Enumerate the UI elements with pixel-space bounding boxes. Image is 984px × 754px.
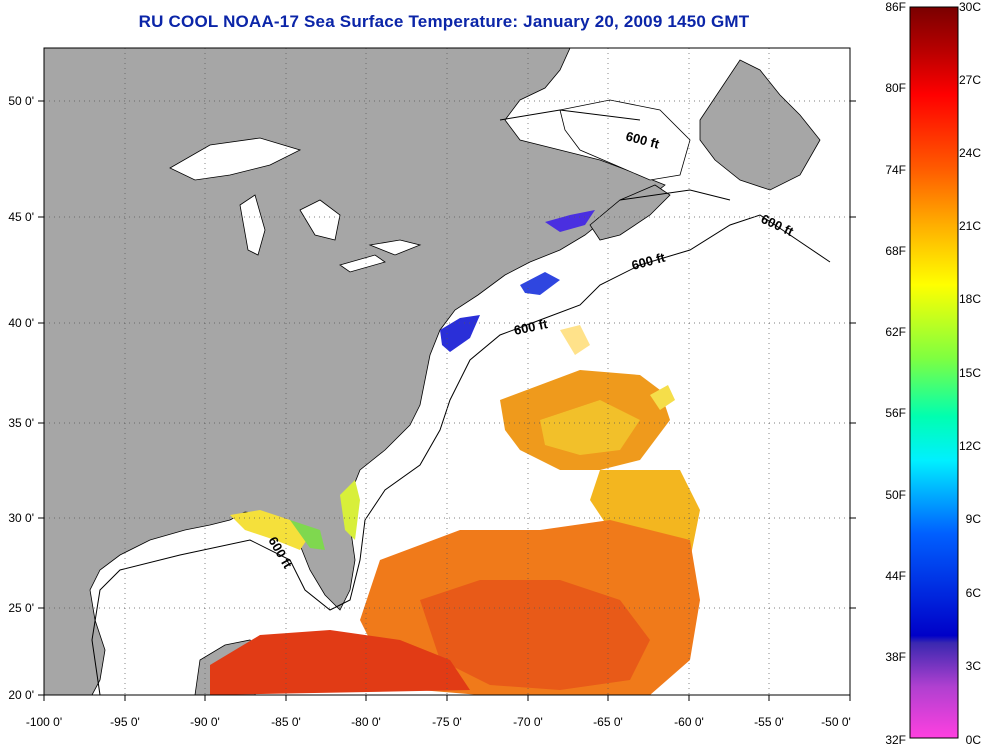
x-tick-label: -70 0' — [513, 715, 543, 729]
sst-data — [210, 210, 700, 695]
colorbar-f-label: 44F — [885, 569, 906, 583]
y-tick-label: 45 0' — [8, 210, 34, 224]
colorbar-c-label: 15C — [959, 366, 981, 380]
y-tick-label: 20 0' — [8, 688, 34, 702]
y-tick-label: 35 0' — [8, 416, 34, 430]
colorbar-c-label: 27C — [959, 73, 981, 87]
colorbar-c-label: 3C — [966, 659, 982, 673]
x-tick-label: -55 0' — [754, 715, 784, 729]
colorbar-c-label: 18C — [959, 292, 981, 306]
colorbar-c-label: 6C — [966, 586, 982, 600]
colorbar-f-label: 80F — [885, 81, 906, 95]
colorbar-c-label: 12C — [959, 439, 981, 453]
colorbar-gradient — [909, 6, 959, 739]
y-tick-label: 40 0' — [8, 316, 34, 330]
colorbar-f-label: 50F — [885, 488, 906, 502]
x-tick-label: -60 0' — [674, 715, 704, 729]
colorbar-f-label: 62F — [885, 325, 906, 339]
colorbar-f-label: 86F — [885, 0, 906, 14]
land-nova-scotia — [589, 184, 671, 241]
y-tick-label: 25 0' — [8, 601, 34, 615]
colorbar-f-label: 38F — [885, 650, 906, 664]
colorbar-c-label: 30C — [959, 0, 981, 14]
colorbar-c-label: 21C — [959, 219, 981, 233]
colorbar-c-label: 24C — [959, 146, 981, 160]
colorbar-c-label: 9C — [966, 512, 982, 526]
colorbar-f-label: 56F — [885, 406, 906, 420]
y-tick-label: 30 0' — [8, 511, 34, 525]
tick-marks — [38, 100, 856, 701]
x-tick-label: -80 0' — [351, 715, 381, 729]
x-tick-label: -75 0' — [432, 715, 462, 729]
x-tick-label: -65 0' — [593, 715, 623, 729]
x-tick-label: -90 0' — [190, 715, 220, 729]
temperature-colorbar: 86F 80F 74F 68F 62F 56F 50F 44F 38F 32F … — [885, 0, 982, 747]
colorbar-f-label: 68F — [885, 244, 906, 258]
isobath-600ft — [91, 109, 831, 696]
map-title: RU COOL NOAA-17 Sea Surface Temperature:… — [138, 12, 750, 31]
contour-label-600ft: 600 ft — [513, 316, 550, 338]
y-tick-label: 50 0' — [8, 94, 34, 108]
great-lakes — [169, 137, 422, 273]
colorbar-c-label: 0C — [966, 733, 982, 747]
x-tick-label: -95 0' — [110, 715, 140, 729]
gulf-st-lawrence — [559, 99, 691, 181]
colorbar-f-label: 74F — [885, 163, 906, 177]
colorbar-f-label: 32F — [885, 733, 906, 747]
x-tick-label: -100 0' — [26, 715, 62, 729]
x-tick-label: -50 0' — [821, 715, 851, 729]
x-tick-label: -85 0' — [271, 715, 301, 729]
land-newfoundland — [699, 59, 821, 191]
land-north-america — [43, 47, 666, 696]
sst-map: 600 ft 600 ft 600 ft 600 ft 600 ft — [8, 47, 856, 729]
